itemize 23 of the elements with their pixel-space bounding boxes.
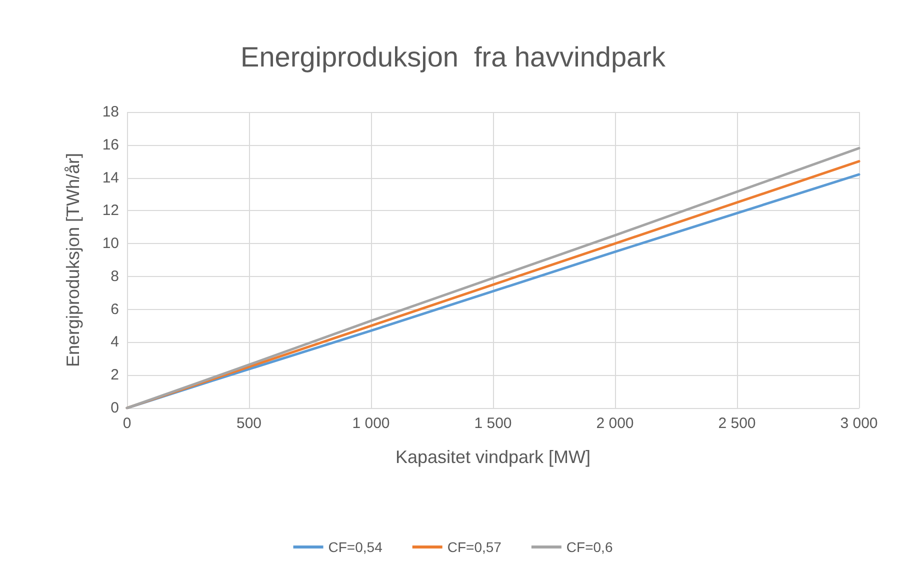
y-tick-label: 0: [110, 400, 119, 416]
y-tick-label: 8: [110, 268, 119, 285]
legend-label: CF=0,6: [566, 539, 613, 555]
y-tick-label: 4: [110, 334, 119, 351]
y-tick-label: 18: [102, 104, 119, 120]
x-tick-label: 1 000: [352, 415, 390, 432]
x-tick-label: 2 000: [596, 415, 634, 432]
y-tick-label: 10: [102, 235, 119, 252]
y-tick-label: 12: [102, 202, 119, 220]
x-tick-label: 0: [122, 415, 132, 432]
legend-label: CF=0,57: [447, 539, 502, 555]
y-tick-label: 6: [110, 300, 119, 318]
x-tick-label: 3 000: [840, 415, 878, 432]
y-tick-label: 16: [102, 136, 119, 154]
chart-title: Energiproduksjon fra havvindpark: [240, 42, 666, 72]
x-tick-label: 1 500: [474, 415, 512, 432]
x-tick-label: 500: [236, 415, 262, 432]
y-tick-label: 14: [102, 169, 119, 186]
legend-label: CF=0,54: [328, 539, 383, 555]
x-tick-label: 2 500: [718, 415, 756, 432]
y-axis-title: Energiproduksjon [TWh/år]: [63, 152, 83, 368]
x-axis-title: Kapasitet vindpark [MW]: [395, 447, 591, 467]
y-tick-label: 2: [110, 366, 119, 384]
